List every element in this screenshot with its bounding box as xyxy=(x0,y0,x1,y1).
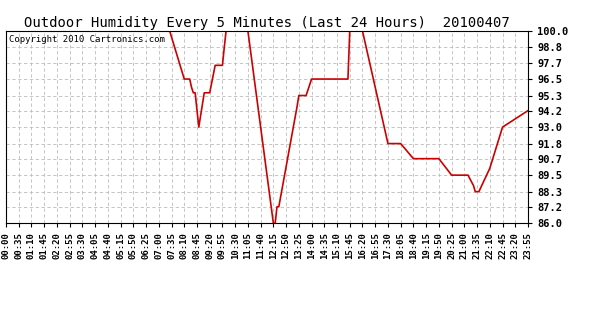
Text: Copyright 2010 Cartronics.com: Copyright 2010 Cartronics.com xyxy=(8,35,164,44)
Title: Outdoor Humidity Every 5 Minutes (Last 24 Hours)  20100407: Outdoor Humidity Every 5 Minutes (Last 2… xyxy=(24,16,510,30)
